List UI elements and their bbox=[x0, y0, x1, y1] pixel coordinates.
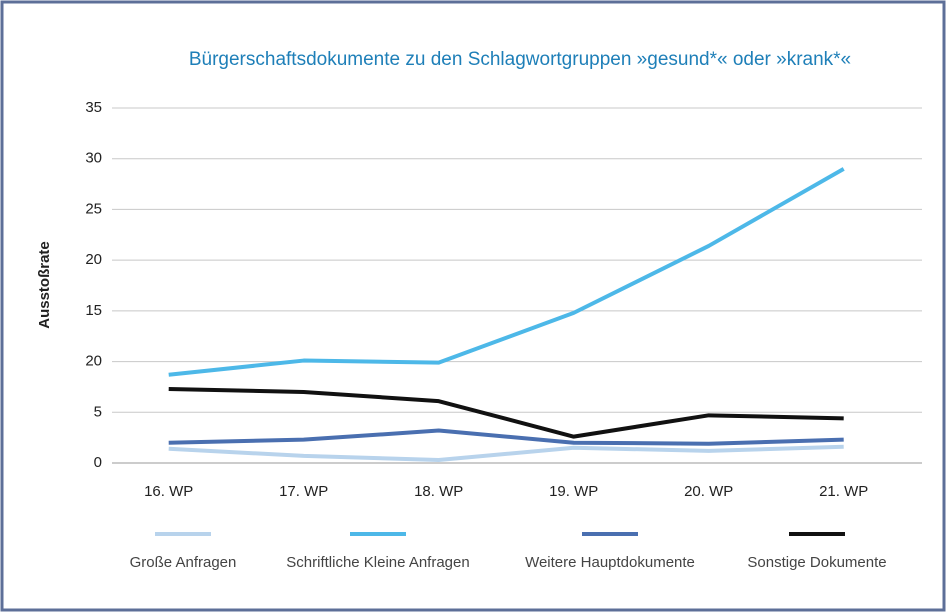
y-tick-label: 0 bbox=[94, 454, 102, 471]
x-tick-label: 18. WP bbox=[414, 483, 463, 500]
series-line bbox=[168, 428, 844, 446]
x-tick-label: 19. WP bbox=[549, 483, 598, 500]
x-tick-label: 20. WP bbox=[684, 483, 733, 500]
legend-label: Weitere Hauptdokumente bbox=[525, 554, 695, 571]
y-tick-label: 20 bbox=[85, 353, 102, 370]
legend-label: Große Anfragen bbox=[130, 554, 237, 571]
legend-label: Schriftliche Kleine Anfragen bbox=[286, 554, 469, 571]
y-tick-label: 15 bbox=[85, 302, 102, 319]
x-tick-label: 17. WP bbox=[279, 483, 328, 500]
y-tick-label: 20 bbox=[85, 251, 102, 268]
series-line bbox=[168, 386, 844, 439]
y-tick-label: 25 bbox=[85, 200, 102, 217]
y-tick-label: 35 bbox=[85, 99, 102, 116]
x-tick-label: 21. WP bbox=[819, 483, 868, 500]
x-tick-label: 16. WP bbox=[144, 483, 193, 500]
chart-title: Bürgerschaftsdokumente zu den Schlagwort… bbox=[189, 49, 851, 70]
y-tick-label: 5 bbox=[94, 403, 102, 420]
y-tick-label: 30 bbox=[85, 150, 102, 167]
series-line bbox=[168, 444, 844, 462]
series-line bbox=[168, 167, 845, 377]
legend-label: Sonstige Dokumente bbox=[747, 554, 886, 571]
y-axis-label: Ausstoßrate bbox=[36, 241, 53, 329]
